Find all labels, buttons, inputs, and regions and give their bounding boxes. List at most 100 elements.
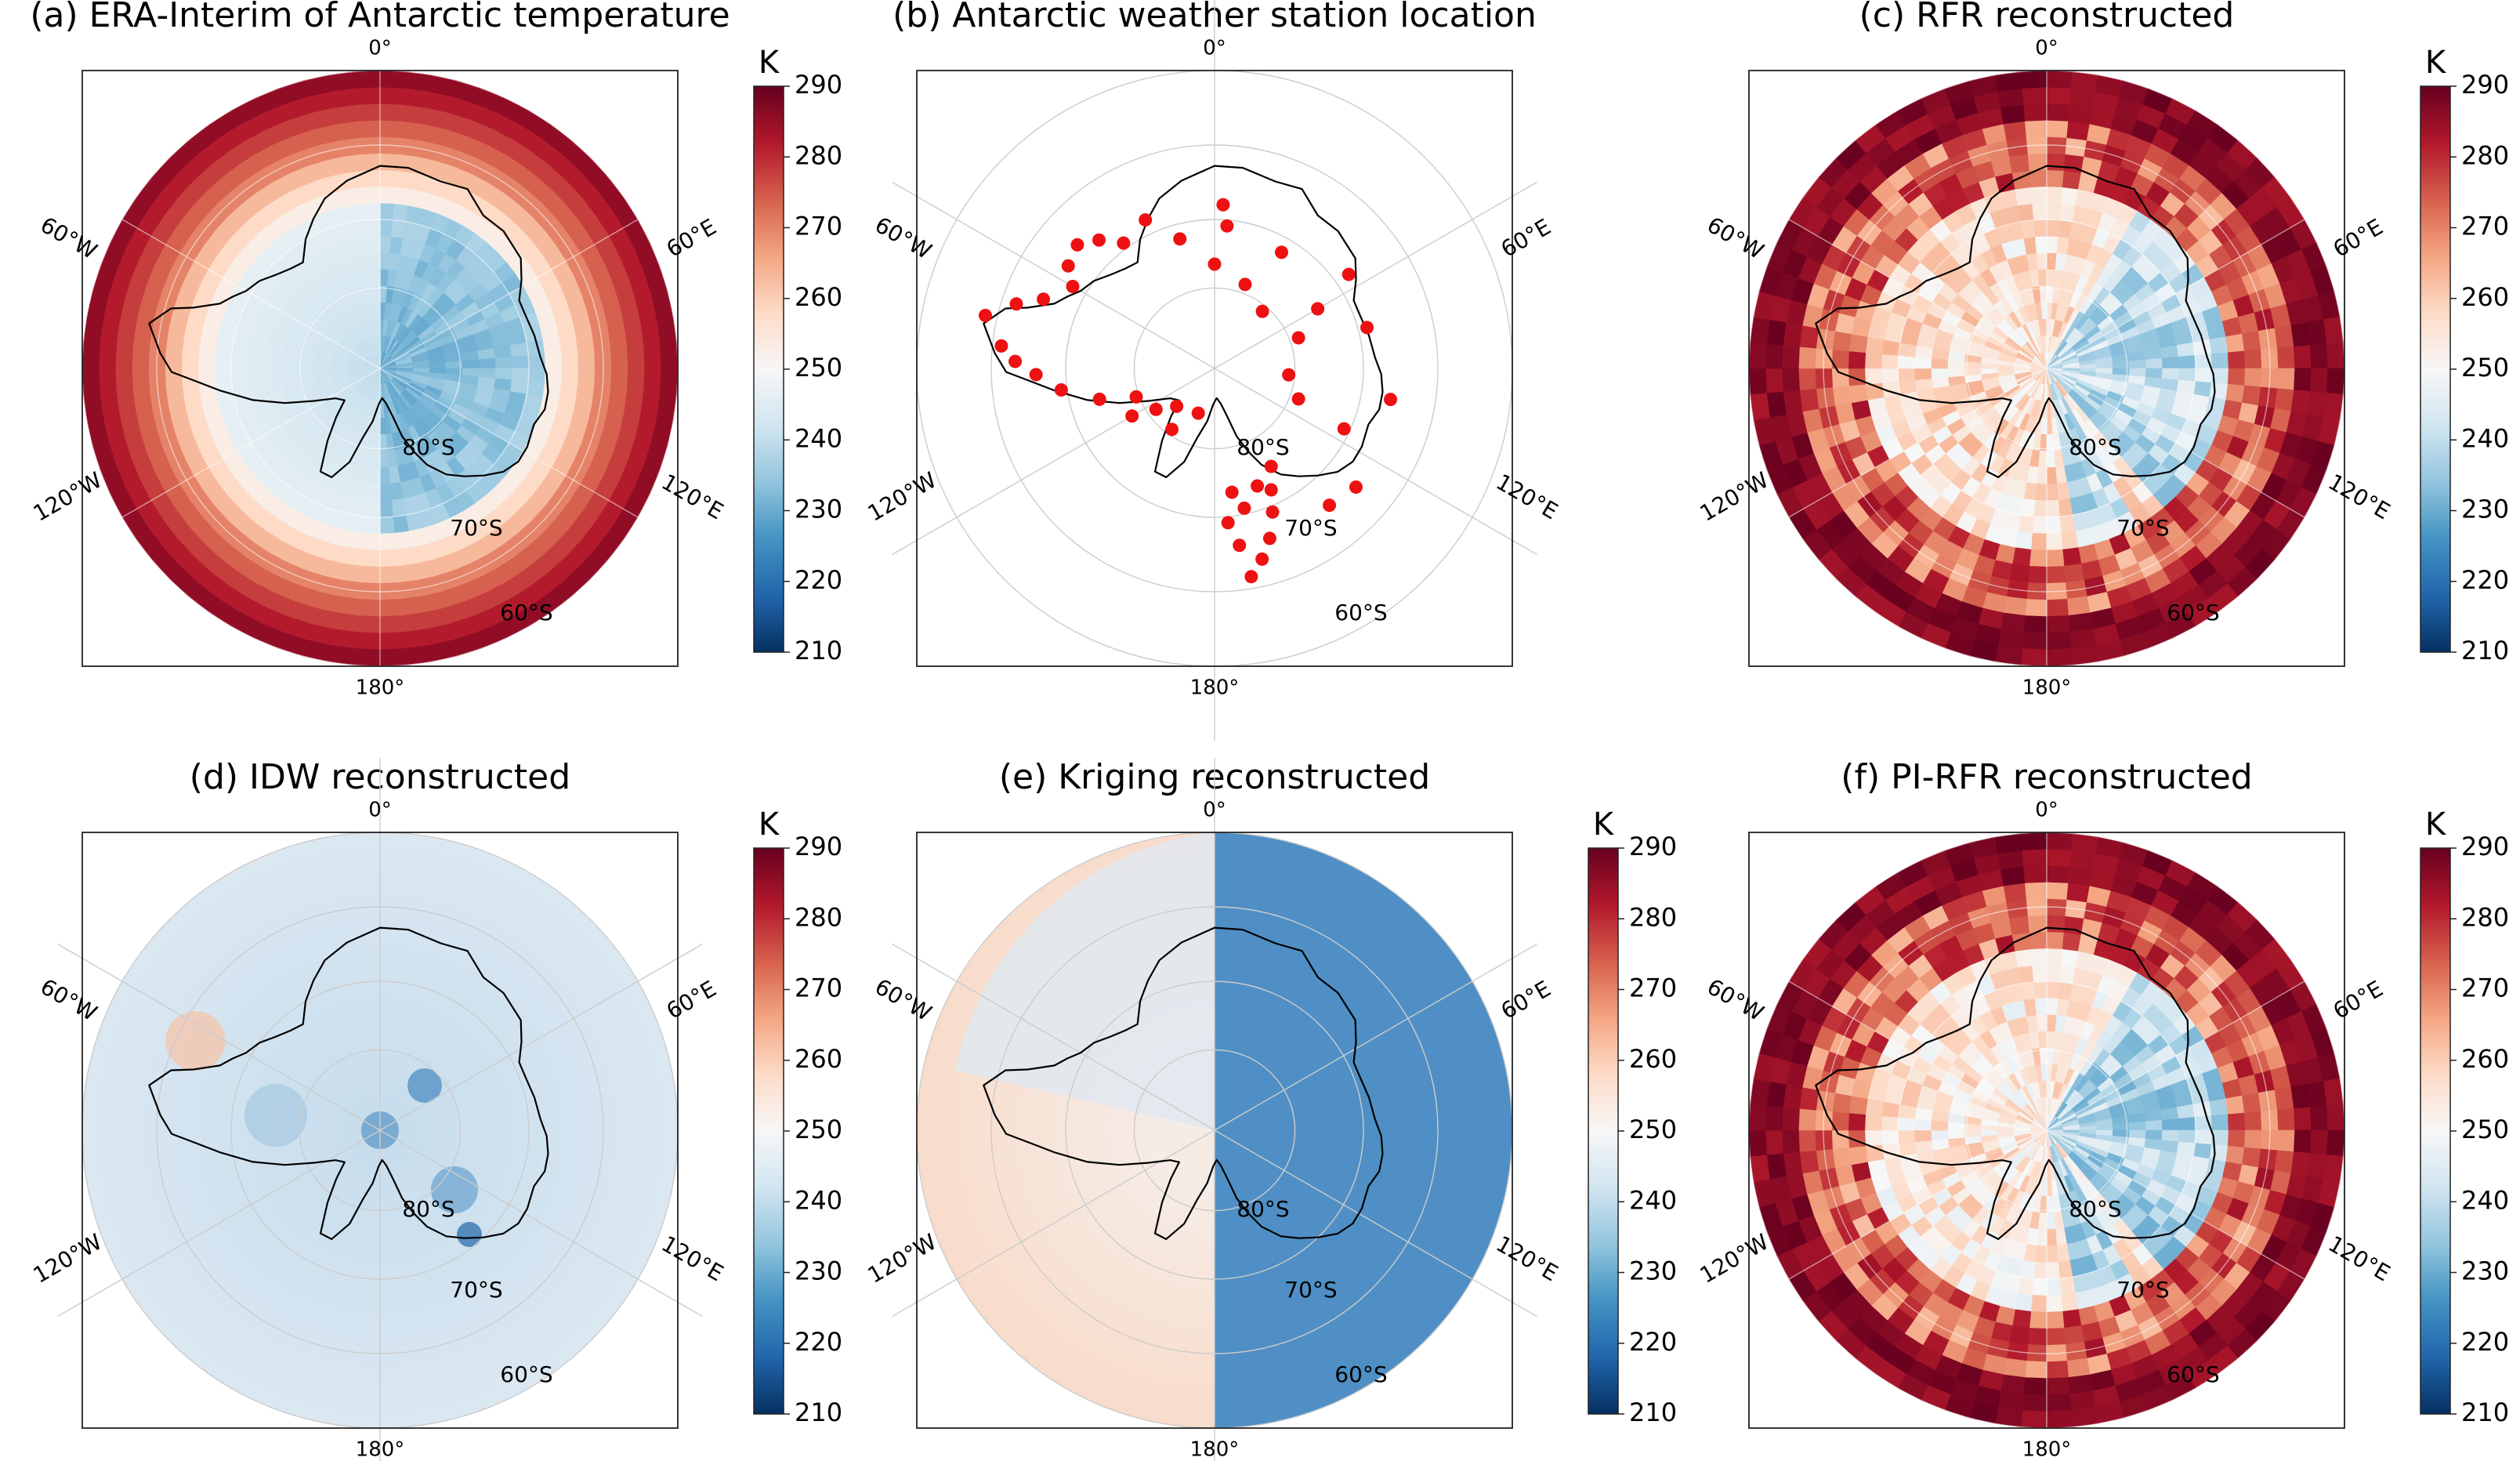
colorbar-tick-label: 280 [2461,140,2509,170]
colorbar-tick-label: 210 [795,1398,842,1427]
field-cell [2046,483,2059,502]
field-cell [342,564,364,583]
station-marker [1216,198,1230,212]
field-cell [1799,1086,1819,1111]
field-cell [1897,368,1916,382]
field-cell [643,368,662,393]
field-cell [2210,1114,2229,1131]
field-cell [1832,385,1852,407]
field-cell [2011,1309,2032,1329]
field-cell [2017,203,2034,223]
field-cell [1881,353,1899,369]
colorbar-tick-label: 260 [795,1044,842,1074]
field-cell [2030,1294,2048,1313]
field-cell [2242,1092,2261,1114]
colorbar-tick-label: 280 [795,140,842,170]
field-cell [2059,1276,2076,1296]
colorbar-tick-label: 290 [2461,70,2509,100]
field-cell [1832,1147,1852,1169]
field-cell [1783,390,1803,415]
field-cell [1930,368,1949,379]
field-cell [2145,357,2163,369]
station-marker [1349,480,1363,494]
idw-hotspot [457,1222,482,1247]
field-cell [1783,1151,1803,1177]
field-cell [1848,383,1868,404]
station-marker [1173,232,1187,246]
field-cell [116,321,136,347]
field-cell [1881,1115,1899,1131]
field-cell [1848,1095,1868,1115]
station-marker [994,339,1008,353]
field-cell [1748,368,1767,395]
colorbar-tick-label: 260 [795,282,842,312]
field-cell [379,632,405,651]
field-cell [2326,368,2345,395]
colorbar [2420,847,2451,1415]
field-cell [2032,964,2048,983]
field-cell [560,350,579,369]
field-cell [131,346,150,369]
colorbar-tick-label: 240 [795,423,842,453]
field-cell [1848,350,1866,369]
field-cell [2242,1147,2261,1169]
colorbar-unit: K [1593,807,1615,843]
station-marker [1238,277,1252,292]
field-cell [336,596,360,616]
field-cell [2029,549,2048,567]
field-cell [2032,202,2048,221]
field-cell [2063,564,2085,583]
field-cell [2008,1325,2030,1345]
field-cell [2290,1083,2311,1109]
field-cell [379,103,404,121]
station-marker [1220,219,1234,233]
field-cell [2209,336,2229,354]
label-0deg: 0° [1203,37,1226,60]
field-cell [1930,357,1949,369]
station-marker [1264,483,1278,497]
field-cell [2290,390,2311,415]
label-70s: 70°S [450,1277,502,1303]
field-cell [1798,368,1816,390]
station-marker [1008,354,1023,368]
field-cell [2027,566,2048,584]
field-cell [2020,70,2048,89]
idw-hotspot [165,1011,226,1071]
field-cell [2046,865,2070,883]
field-cell [511,368,530,382]
station-marker [1275,245,1288,259]
label-70s: 70°S [1284,515,1337,541]
field-cell [2178,355,2196,369]
field-cell [2046,202,2062,221]
field-cell [2277,368,2296,390]
field-cell [2161,1129,2180,1143]
field-cell [511,355,530,369]
field-cell [2046,235,2059,254]
label-120w: 120°W [1696,1229,1773,1289]
field-cell [575,385,595,407]
field-cell [379,202,395,221]
field-cell [2023,1377,2048,1396]
field-cell [182,333,201,353]
field-cell [2161,1118,2180,1131]
field-cell [2310,368,2329,393]
colorbar-tick-label: 260 [2461,1044,2509,1074]
station-marker [1037,292,1051,306]
field-cell [98,368,117,393]
field-cell [116,390,136,415]
label-60w: 60°W [1703,973,1768,1026]
field-cell [2003,1358,2027,1378]
station-marker [1311,302,1325,316]
field-cell [2046,931,2065,950]
label-60e: 60°E [2329,976,2388,1024]
field-cell [2294,368,2312,392]
station-marker [1165,422,1179,437]
field-cell [544,352,563,369]
field-cell [2046,153,2066,171]
station-marker [1291,331,1305,345]
field-cell [1831,368,1849,388]
field-cell [2023,865,2048,883]
colorbar-unit: K [759,45,780,81]
field-cell [2000,612,2026,633]
label-120e: 120°E [1492,1231,1562,1286]
